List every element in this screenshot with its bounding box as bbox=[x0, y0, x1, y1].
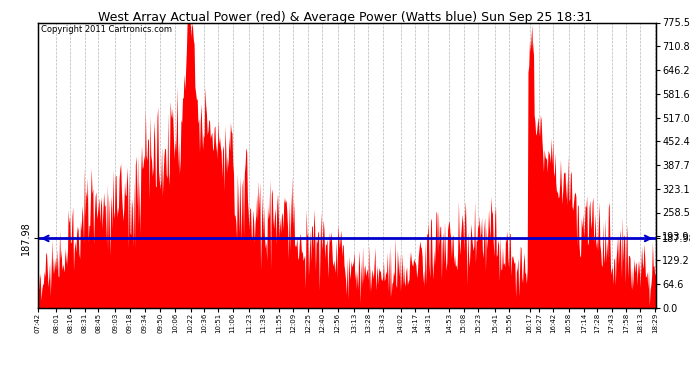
Text: Copyright 2011 Cartronics.com: Copyright 2011 Cartronics.com bbox=[41, 26, 172, 34]
Text: West Array Actual Power (red) & Average Power (Watts blue) Sun Sep 25 18:31: West Array Actual Power (red) & Average … bbox=[98, 11, 592, 24]
